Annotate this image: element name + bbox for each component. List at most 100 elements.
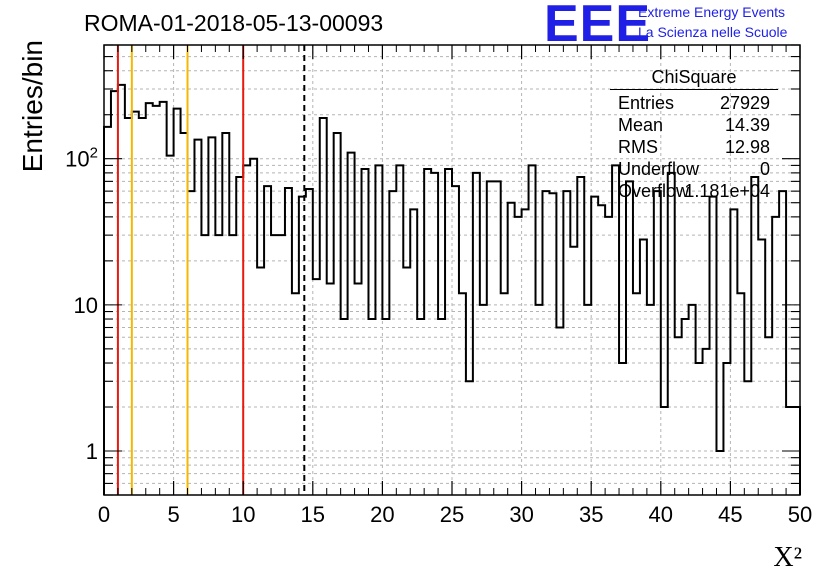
histogram-bin <box>375 165 382 495</box>
histogram-bin <box>341 319 348 495</box>
histogram-bin <box>577 177 584 495</box>
histogram-bin <box>459 293 466 495</box>
histogram-bin <box>396 165 403 495</box>
histogram-bin <box>431 173 438 495</box>
histogram-bin <box>779 191 786 495</box>
histogram-bin <box>194 140 201 495</box>
stat-value: 0 <box>759 159 770 179</box>
x-tick-label: 35 <box>579 502 603 527</box>
histogram-bin <box>118 85 125 495</box>
x-tick-label: 50 <box>788 502 812 527</box>
stat-row-mean: Mean 14.39 <box>618 115 770 137</box>
histogram-bin <box>501 293 508 495</box>
histogram-bin <box>529 165 536 495</box>
chart-title: ROMA-01-2018-05-13-00093 <box>84 10 384 36</box>
stats-box: ChiSquare Entries 27929 Mean 14.39 RMS 1… <box>610 67 778 201</box>
histogram-bin <box>438 319 445 495</box>
histogram-bin <box>556 328 563 495</box>
stats-title: ChiSquare <box>651 67 737 87</box>
x-tick-label: 25 <box>440 502 464 527</box>
histogram-bin <box>362 169 369 495</box>
histogram-bin <box>494 181 501 495</box>
histogram-bin <box>466 381 473 495</box>
histogram-bin <box>271 235 278 495</box>
histogram-bin <box>703 349 710 495</box>
histogram-bin <box>250 159 257 495</box>
histogram-bin <box>257 268 264 495</box>
histogram-bin <box>132 112 139 495</box>
x-tick-label: 5 <box>167 502 179 527</box>
histogram-bin <box>737 293 744 495</box>
histogram-bin <box>174 109 181 495</box>
histogram-bin <box>306 189 313 495</box>
histogram-bin <box>515 217 522 495</box>
histogram-bin <box>522 209 529 495</box>
histogram-bin <box>125 118 132 495</box>
histogram-bin <box>445 169 452 495</box>
stat-row-underflow: Underflow 0 <box>618 159 770 181</box>
histogram-bin <box>549 193 556 495</box>
histogram-bin <box>327 284 334 495</box>
histogram-bin <box>689 305 696 495</box>
histogram-bin <box>188 191 195 495</box>
histogram-bin <box>243 165 250 495</box>
histogram-bin <box>313 279 320 495</box>
histogram-bin <box>424 169 431 495</box>
histogram-bin <box>619 363 626 495</box>
stat-label: RMS <box>618 137 658 157</box>
histogram-bin <box>626 181 633 495</box>
histogram-bin <box>417 319 424 495</box>
histogram-bin <box>410 209 417 495</box>
stat-label: Underflow <box>618 159 700 179</box>
stat-value: 1.181e+04 <box>684 181 770 201</box>
histogram-bin <box>647 305 654 495</box>
histogram-bin <box>201 235 208 495</box>
histogram-bin <box>139 118 146 495</box>
histogram-bin <box>598 205 605 495</box>
histogram-bin <box>772 217 779 495</box>
histogram-bin <box>633 293 640 495</box>
histogram-bin <box>368 319 375 495</box>
histogram-bin <box>160 102 167 495</box>
histogram-bin <box>348 153 355 495</box>
histogram-bin <box>452 186 459 495</box>
y-tick-label: 1 <box>86 439 98 464</box>
histogram-bin <box>264 186 271 495</box>
x-tick-label: 30 <box>509 502 533 527</box>
histogram-bin <box>710 197 717 495</box>
x-tick-label: 45 <box>718 502 742 527</box>
logo-mark: EEE <box>544 0 652 53</box>
histogram-bin <box>696 363 703 495</box>
y-axis-title: Entries/bin <box>17 40 48 172</box>
histogram-bin <box>181 133 188 495</box>
histogram-bin <box>668 173 675 495</box>
x-tick-label: 40 <box>649 502 673 527</box>
stat-value: 14.39 <box>724 115 770 135</box>
stat-label: Mean <box>618 115 664 135</box>
histogram-bin <box>723 363 730 495</box>
histogram-bin <box>751 177 758 495</box>
histogram-bin <box>487 181 494 495</box>
logo-line-2: La Scienza nelle Scuole <box>638 24 788 40</box>
histogram-bin <box>542 191 549 495</box>
histogram-bin <box>473 173 480 495</box>
histogram-bin <box>675 337 682 495</box>
histogram-bin <box>320 118 327 495</box>
histogram-bin <box>480 305 487 495</box>
stat-value: 27929 <box>719 93 770 113</box>
logo-line-1: Extreme Energy Events <box>638 4 786 20</box>
stat-row-rms: RMS 12.98 <box>618 137 770 159</box>
histogram-bin <box>111 91 118 495</box>
x-tick-label: 15 <box>301 502 325 527</box>
histogram-outline <box>103 83 801 495</box>
y-tick-label: 102 <box>65 145 98 172</box>
histogram-bin <box>104 127 111 495</box>
stat-row-entries: Entries 27929 <box>618 93 770 115</box>
histogram-bin <box>153 106 160 495</box>
histogram-bin <box>403 268 410 495</box>
histogram-bin <box>682 319 689 495</box>
stat-label: Overflow <box>618 181 690 201</box>
histogram-bin <box>215 235 222 495</box>
histogram-bin <box>536 305 543 495</box>
